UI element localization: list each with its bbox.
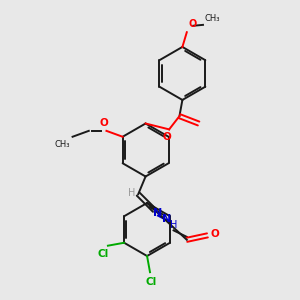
Text: CH₃: CH₃ [55,140,70,149]
Text: N: N [153,208,163,218]
Text: H: H [170,220,177,230]
Text: O: O [100,118,109,128]
Text: Cl: Cl [98,249,109,259]
Text: CH₃: CH₃ [205,14,220,23]
Text: O: O [211,229,220,239]
Text: H: H [128,188,135,198]
Text: O: O [188,19,196,29]
Text: O: O [162,132,171,142]
Text: Cl: Cl [146,277,157,286]
Text: N: N [163,214,172,224]
